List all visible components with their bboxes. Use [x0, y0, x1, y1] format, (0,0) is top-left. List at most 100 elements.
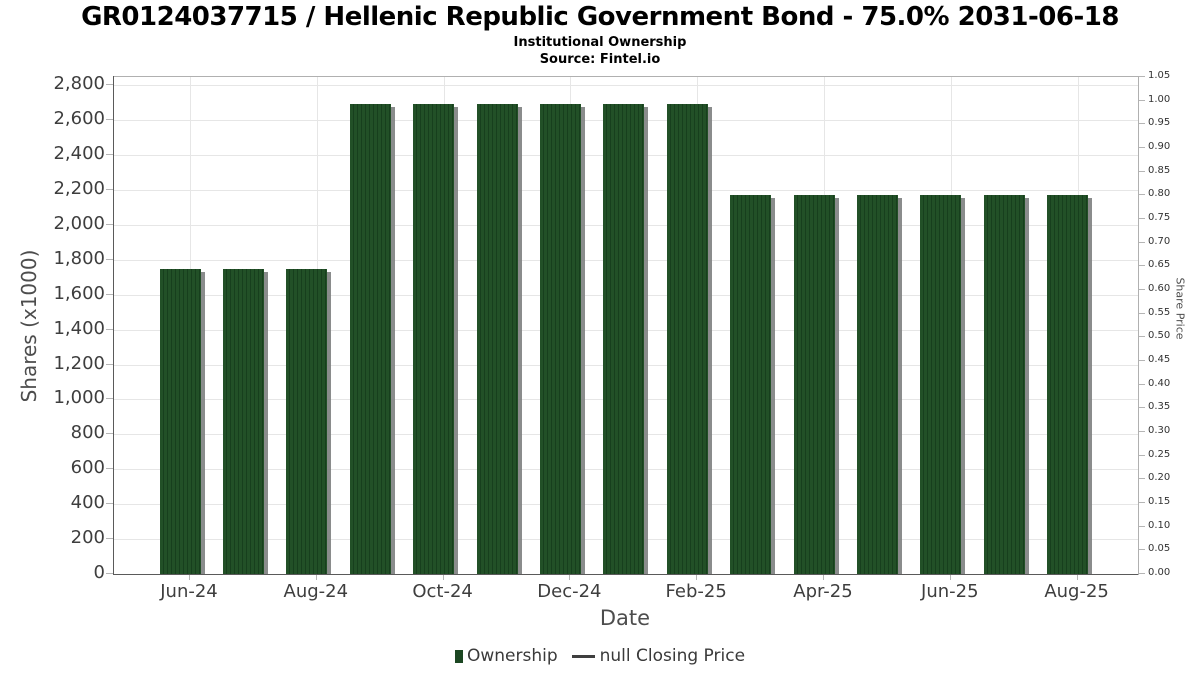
x-axis-tick-label: Feb-25: [665, 581, 727, 602]
y-axis-tick-mark-right: [1139, 431, 1145, 432]
x-axis-tick-mark: [696, 575, 698, 580]
y-axis-tick-mark-right: [1139, 336, 1145, 338]
y-axis-tick-mark-left: [106, 119, 113, 121]
y-axis-tick-label-right: 0.65: [1148, 259, 1171, 271]
ownership-bar: [476, 103, 518, 574]
ownership-bar: [730, 195, 772, 574]
y-axis-tick-mark-right: [1139, 170, 1145, 172]
x-axis-tick-mark: [949, 575, 951, 580]
y-axis-tick-label-right: 0.80: [1148, 188, 1171, 200]
y-axis-tick-label-left: 1,400: [53, 317, 105, 339]
y-axis-tick-mark-left: [106, 503, 113, 505]
y-axis-tick-mark-left: [106, 573, 113, 574]
y-axis-tick-label-right: 0.05: [1148, 543, 1171, 555]
ownership-bar: [286, 268, 328, 574]
y-axis-tick-mark-right: [1139, 383, 1145, 385]
x-axis-tick-label: Aug-25: [1044, 581, 1109, 602]
y-axis-tick-label-left: 400: [70, 492, 105, 514]
ownership-bar: [983, 195, 1025, 574]
y-axis-tick-mark-right: [1139, 549, 1145, 551]
y-axis-tick-label-right: 0.50: [1148, 330, 1171, 342]
y-axis-tick-label-right: 0.00: [1148, 567, 1171, 578]
y-axis-tick-label-right: 0.95: [1148, 117, 1171, 129]
ownership-swatch-icon: [454, 649, 463, 663]
y-axis-tick-mark-right: [1139, 123, 1145, 125]
x-axis-line: [113, 574, 1138, 575]
ownership-bar: [920, 195, 962, 574]
y-axis-tick-label-right: 0.55: [1148, 306, 1171, 318]
y-axis-tick-mark-left: [106, 154, 113, 155]
y-axis-tick-mark-left: [106, 258, 113, 260]
plot-area: [113, 76, 1139, 575]
x-axis-tick-mark: [823, 575, 824, 580]
y-axis-tick-mark-right: [1139, 241, 1145, 243]
y-axis-tick-label-right: 1.00: [1148, 93, 1171, 105]
y-axis-tick-label-right: 0.90: [1148, 141, 1171, 152]
y-axis-tick-label-right: 0.35: [1148, 401, 1171, 413]
legend-item-ownership[interactable]: Ownership: [454, 646, 558, 666]
chart-source: Source: Fintel.io: [539, 52, 661, 67]
x-axis-tick-mark: [315, 575, 317, 580]
ownership-bar: [1047, 195, 1089, 574]
y-axis-tick-label-right: 0.30: [1148, 425, 1171, 436]
y-axis-tick-mark-left: [106, 293, 113, 295]
y-axis-tick-label-right: 0.25: [1148, 448, 1171, 460]
y-axis-tick-mark-left: [106, 468, 113, 470]
y-axis-tick-label-right: 0.60: [1148, 283, 1171, 294]
y-axis-tick-label-right: 0.75: [1148, 212, 1171, 223]
y-grid-line: [114, 85, 1138, 87]
ownership-bar: [222, 268, 264, 574]
y-axis-tick-label-right: 0.15: [1148, 496, 1171, 507]
legend: Ownership null Closing Price: [0, 646, 1200, 666]
y-axis-tick-label-left: 1,800: [53, 247, 105, 269]
y-axis-tick-label-right: 0.10: [1148, 519, 1171, 531]
closing-price-line-icon: [571, 654, 595, 658]
ownership-bar: [856, 195, 898, 574]
x-axis-tick-mark: [569, 575, 571, 580]
y-axis-tick-mark-left: [106, 538, 113, 540]
y-axis-tick-mark-right: [1139, 218, 1145, 219]
x-axis-title: Date: [599, 606, 651, 630]
y-axis-tick-mark-left: [106, 433, 113, 435]
y-axis-tick-label-left: 800: [70, 422, 105, 444]
x-axis-tick-mark: [189, 575, 190, 580]
y-axis-tick-label-right: 0.85: [1148, 164, 1171, 176]
y-axis-tick-mark-left: [106, 84, 113, 86]
chart-subtitle: Institutional Ownership: [513, 35, 687, 50]
x-axis-tick-label: Apr-25: [793, 581, 853, 602]
y-axis-tick-mark-right: [1139, 312, 1145, 314]
x-axis-tick-label: Oct-24: [412, 581, 473, 602]
y-axis-tick-mark-right: [1139, 573, 1145, 574]
legend-item-closing-price[interactable]: null Closing Price: [558, 646, 745, 666]
y-axis-tick-label-right: 0.70: [1148, 235, 1171, 247]
y-axis-tick-mark-right: [1139, 360, 1145, 361]
y-axis-tick-mark-left: [106, 398, 113, 400]
y-axis-tick-mark-left: [106, 188, 113, 190]
ownership-bar: [666, 103, 708, 574]
x-axis-tick-label: Aug-24: [283, 581, 349, 602]
x-axis-tick-mark: [1076, 575, 1078, 580]
y-axis-tick-label-left: 1,000: [53, 387, 105, 409]
y-axis-tick-label-left: 600: [70, 457, 105, 479]
y-axis-tick-mark-right: [1139, 454, 1145, 456]
chart-title: GR0124037715 / Hellenic Republic Governm…: [81, 2, 1119, 32]
y-axis-line-left: [113, 76, 114, 575]
ownership-bar: [413, 103, 455, 574]
y-axis-tick-mark-right: [1139, 502, 1145, 503]
y-axis-tick-label-right: 0.20: [1148, 472, 1171, 484]
y-axis-tick-label-right: 0.45: [1148, 354, 1171, 365]
y-axis-tick-label-right: 0.40: [1148, 377, 1171, 389]
y-axis-tick-label-right: 1.05: [1148, 70, 1171, 81]
y-axis-tick-label-left: 1,600: [53, 282, 105, 304]
legend-closing-price-label: null Closing Price: [599, 646, 746, 666]
x-axis-tick-label: Jun-25: [921, 581, 979, 602]
y-axis-tick-mark-left: [106, 363, 113, 365]
x-axis-tick-label: Dec-24: [537, 581, 602, 602]
ownership-bar: [539, 103, 581, 574]
y-axis-tick-mark-left: [106, 328, 113, 330]
x-axis-tick-label: Jun-24: [160, 581, 218, 602]
y-axis-tick-label-left: 1,200: [53, 352, 105, 374]
y-axis-tick-mark-right: [1139, 99, 1145, 101]
y-axis-tick-label-left: 2,800: [53, 73, 105, 95]
